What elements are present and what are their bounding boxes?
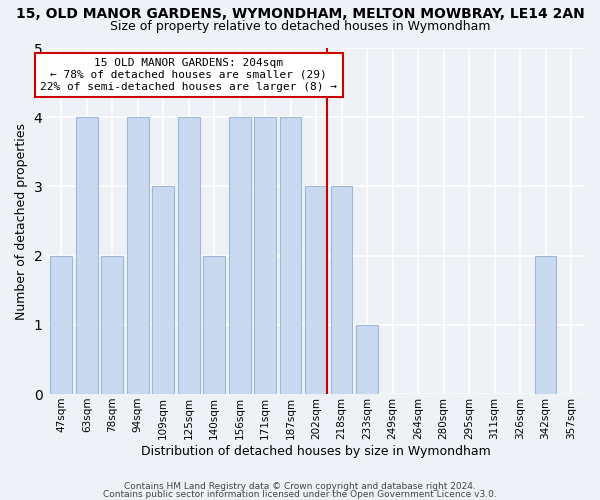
Bar (152, 186, 174, 394)
Bar (76, 117, 98, 394)
Bar (356, 325, 378, 394)
Text: Contains HM Land Registry data © Crown copyright and database right 2024.: Contains HM Land Registry data © Crown c… (124, 482, 476, 491)
Bar (305, 186, 327, 394)
Text: Size of property relative to detached houses in Wymondham: Size of property relative to detached ho… (110, 20, 490, 33)
Text: 15 OLD MANOR GARDENS: 204sqm
← 78% of detached houses are smaller (29)
22% of se: 15 OLD MANOR GARDENS: 204sqm ← 78% of de… (40, 58, 337, 92)
Bar (50, 256, 72, 394)
X-axis label: Distribution of detached houses by size in Wymondham: Distribution of detached houses by size … (141, 444, 491, 458)
Bar (535, 256, 556, 394)
Bar (229, 117, 251, 394)
Bar (101, 256, 123, 394)
Bar (203, 256, 225, 394)
Text: Contains public sector information licensed under the Open Government Licence v3: Contains public sector information licen… (103, 490, 497, 499)
Bar (280, 117, 301, 394)
Bar (254, 117, 276, 394)
Bar (331, 186, 352, 394)
Text: 15, OLD MANOR GARDENS, WYMONDHAM, MELTON MOWBRAY, LE14 2AN: 15, OLD MANOR GARDENS, WYMONDHAM, MELTON… (16, 8, 584, 22)
Bar (178, 117, 200, 394)
Y-axis label: Number of detached properties: Number of detached properties (15, 122, 28, 320)
Bar (127, 117, 149, 394)
